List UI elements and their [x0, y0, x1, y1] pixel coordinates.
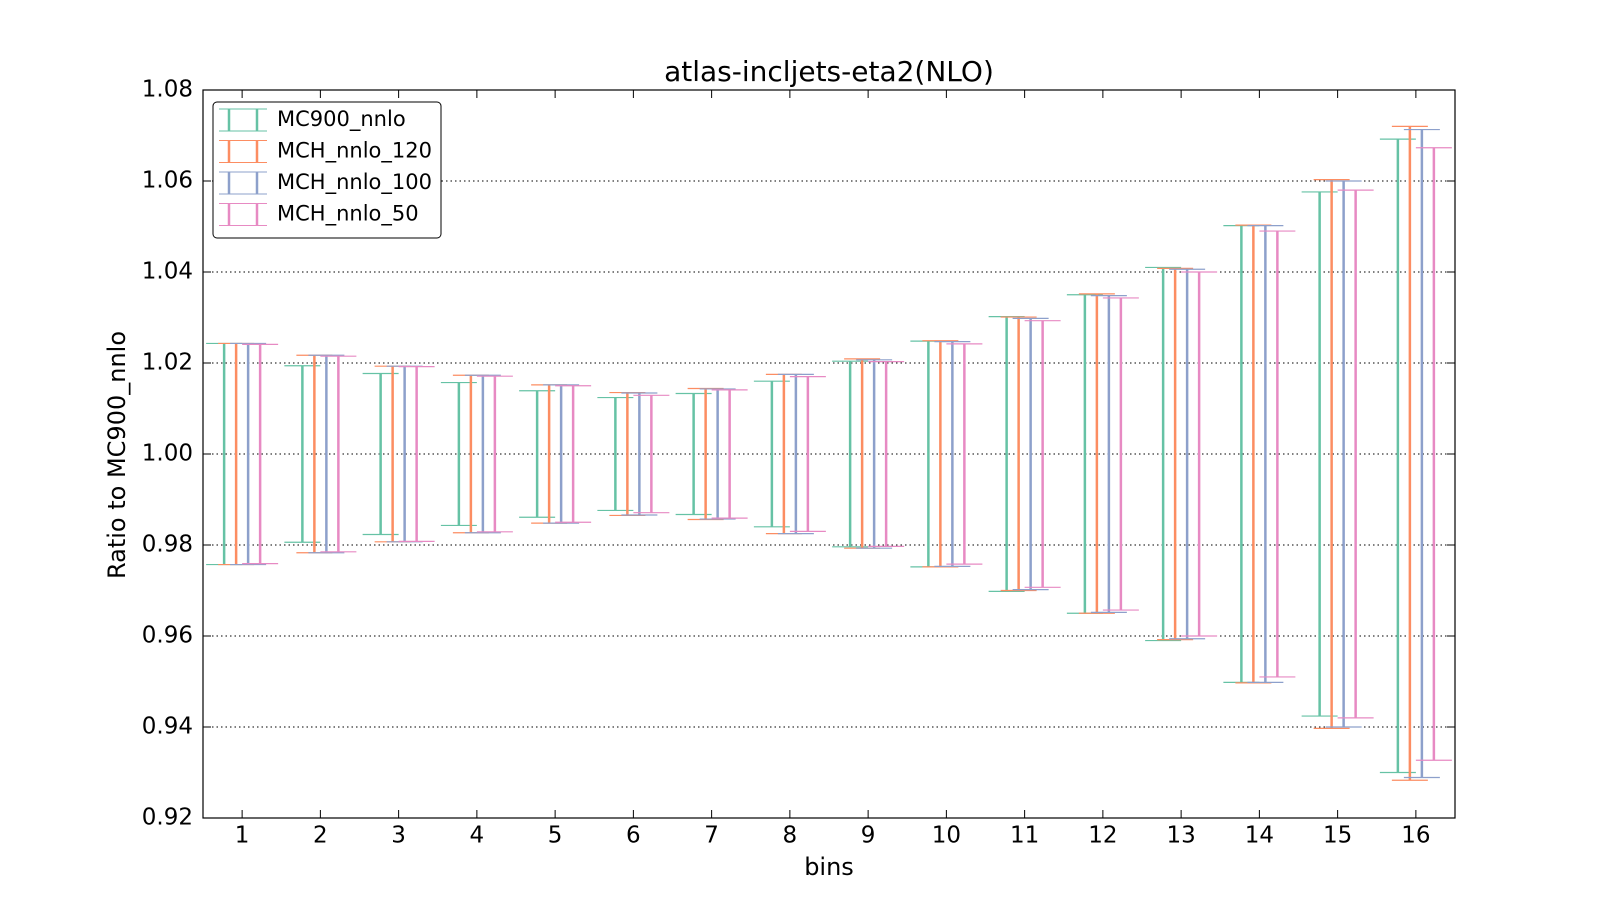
- y-tick-label: 0.92: [142, 805, 193, 831]
- chart-title: atlas-incljets-eta2(NLO): [664, 55, 994, 88]
- legend-label: MC900_nnlo: [277, 107, 406, 132]
- x-tick-label: 11: [1010, 823, 1039, 849]
- y-tick-label: 0.96: [142, 623, 193, 649]
- x-tick-label: 7: [704, 823, 719, 849]
- x-tick-label: 12: [1088, 823, 1117, 849]
- x-tick-label: 3: [391, 823, 406, 849]
- x-tick-label: 9: [861, 823, 876, 849]
- x-tick-label: 2: [313, 823, 328, 849]
- x-tick-label: 16: [1401, 823, 1430, 849]
- y-tick-label: 1.06: [142, 168, 193, 194]
- x-tick-label: 4: [470, 823, 485, 849]
- plot-frame: [202, 89, 1456, 819]
- y-tick-label: 0.94: [142, 714, 193, 740]
- x-axis-label: bins: [804, 853, 854, 881]
- y-tick-label: 0.98: [142, 532, 193, 558]
- x-tick-label: 14: [1245, 823, 1274, 849]
- x-tick-label: 6: [626, 823, 641, 849]
- y-axis-label: Ratio to MC900_nnlo: [103, 331, 131, 579]
- x-tick-label: 5: [548, 823, 563, 849]
- legend-box: [212, 101, 442, 239]
- x-tick-label: 8: [783, 823, 798, 849]
- x-tick-label: 15: [1323, 823, 1352, 849]
- y-tick-label: 1.04: [142, 259, 193, 285]
- legend-label: MCH_nnlo_120: [277, 139, 432, 164]
- legend-label: MCH_nnlo_50: [277, 202, 419, 227]
- x-tick-label: 13: [1166, 823, 1195, 849]
- y-tick-label: 1.02: [142, 350, 193, 376]
- y-tick-label: 1.08: [142, 77, 193, 103]
- legend-label: MCH_nnlo_100: [277, 170, 432, 195]
- x-tick-label: 10: [932, 823, 961, 849]
- y-tick-label: 1.00: [142, 441, 193, 467]
- x-tick-label: 1: [235, 823, 250, 849]
